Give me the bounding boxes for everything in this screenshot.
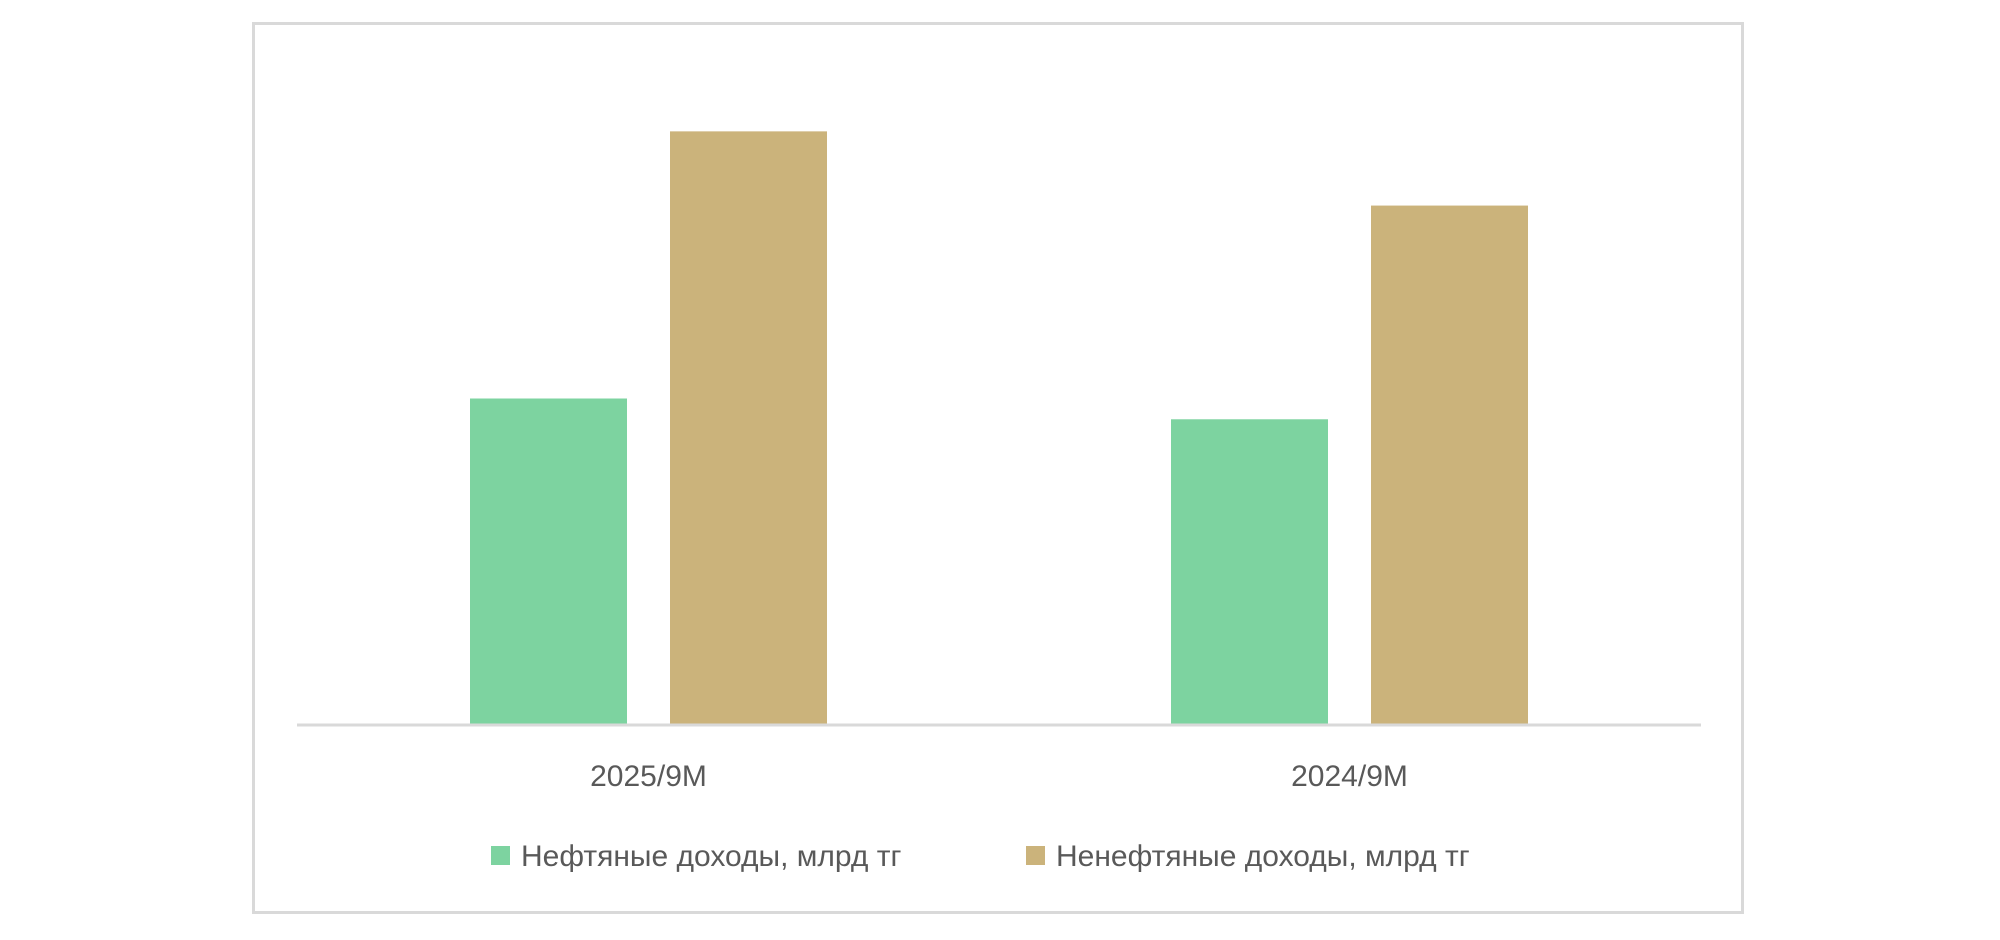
bars-group xyxy=(470,131,1528,725)
bar-non-oil-1 xyxy=(1371,205,1528,725)
legend-swatch xyxy=(491,846,510,865)
bar-oil-1 xyxy=(1171,419,1328,725)
category-label: 2024/9M xyxy=(1291,760,1408,793)
legend: Нефтяные доходы, млрд тг Ненефтяные доход… xyxy=(491,840,1470,873)
legend-label: Нефтяные доходы, млрд тг xyxy=(521,840,901,873)
legend-swatch xyxy=(1026,846,1045,865)
legend-label: Ненефтяные доходы, млрд тг xyxy=(1056,840,1470,873)
category-label: 2025/9M xyxy=(590,760,707,793)
bar-non-oil-0 xyxy=(670,131,827,725)
category-labels: 2025/9M 2024/9M xyxy=(590,760,1408,793)
bar-oil-0 xyxy=(470,398,627,725)
